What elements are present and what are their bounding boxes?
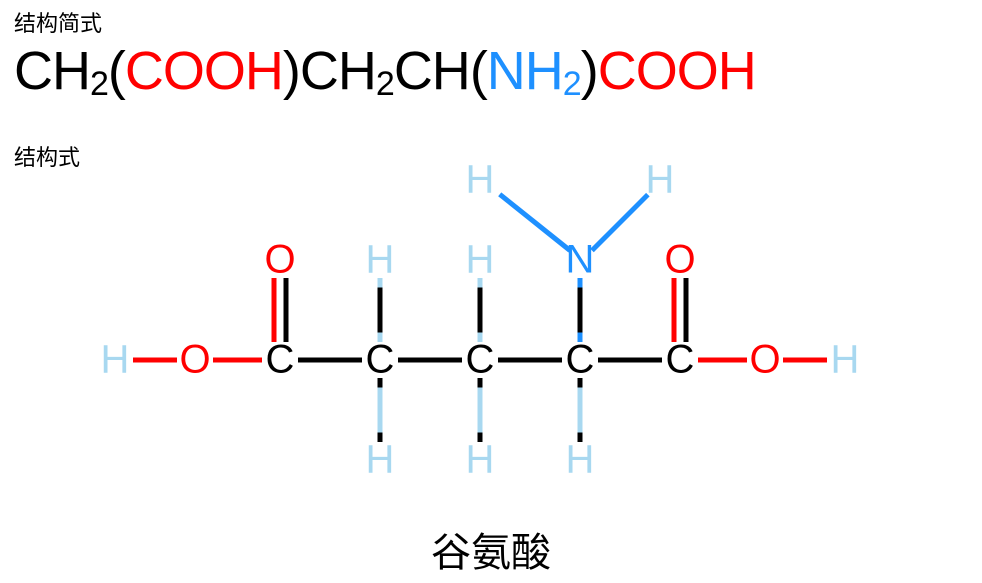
atom-h-right: H [831,338,860,383]
label-condensed: 结构简式 [14,6,102,38]
atom-h-c3-top: H [466,238,495,283]
bond [478,278,483,342]
atom-c1: C [266,338,295,383]
formula-part: CH [394,41,470,101]
atom-h-c2-top: H [366,238,395,283]
atom-h-c4-bot: H [566,438,595,483]
atom-c3: C [466,338,495,383]
atom-nh2: H [646,158,675,203]
formula-part: 2 [90,65,108,103]
bond [213,358,262,363]
atom-c2: C [366,338,395,383]
formula-part: NH [487,41,563,101]
bond [298,358,362,363]
atom-o-right: O [749,338,780,383]
formula-part: ) [581,41,598,101]
atom-n: N [566,238,595,283]
bond [498,193,571,253]
bond [578,378,583,442]
formula-part: COOH [598,41,756,101]
bond [684,278,689,342]
bond [578,278,583,342]
bond [698,358,747,363]
formula-part: ( [470,41,487,101]
bond [590,193,650,253]
bond [133,358,177,363]
atom-c4: C [566,338,595,383]
bond [672,278,677,342]
atom-h-c3-bot: H [466,438,495,483]
atom-o-left: O [179,338,210,383]
atom-o5-top: O [664,238,695,283]
formula-part: 2 [376,65,394,103]
compound-name: 谷氨酸 [0,520,982,578]
atom-h-left: H [101,338,130,383]
bond [378,378,383,442]
atom-h-c2-bot: H [366,438,395,483]
formula-part: COOH [125,41,283,101]
formula-part: ( [108,41,125,101]
atom-nh1: H [466,158,495,203]
bond [284,278,289,342]
bond [783,358,827,363]
formula-part: ) [283,41,300,101]
bond [378,278,383,342]
atom-c5: C [666,338,695,383]
formula-part: CH [300,41,376,101]
bond [598,358,662,363]
bond [398,358,462,363]
formula-part: CH [14,41,90,101]
bond [498,358,562,363]
atom-o1-top: O [264,238,295,283]
structural-diagram: HOCCCCCOHOHHNOHHHHH [0,160,982,520]
formula-part: 2 [563,65,581,103]
bond [478,378,483,442]
bond [272,278,277,342]
condensed-formula: CH2(COOH)CH2CH(NH2)COOH [14,40,756,102]
